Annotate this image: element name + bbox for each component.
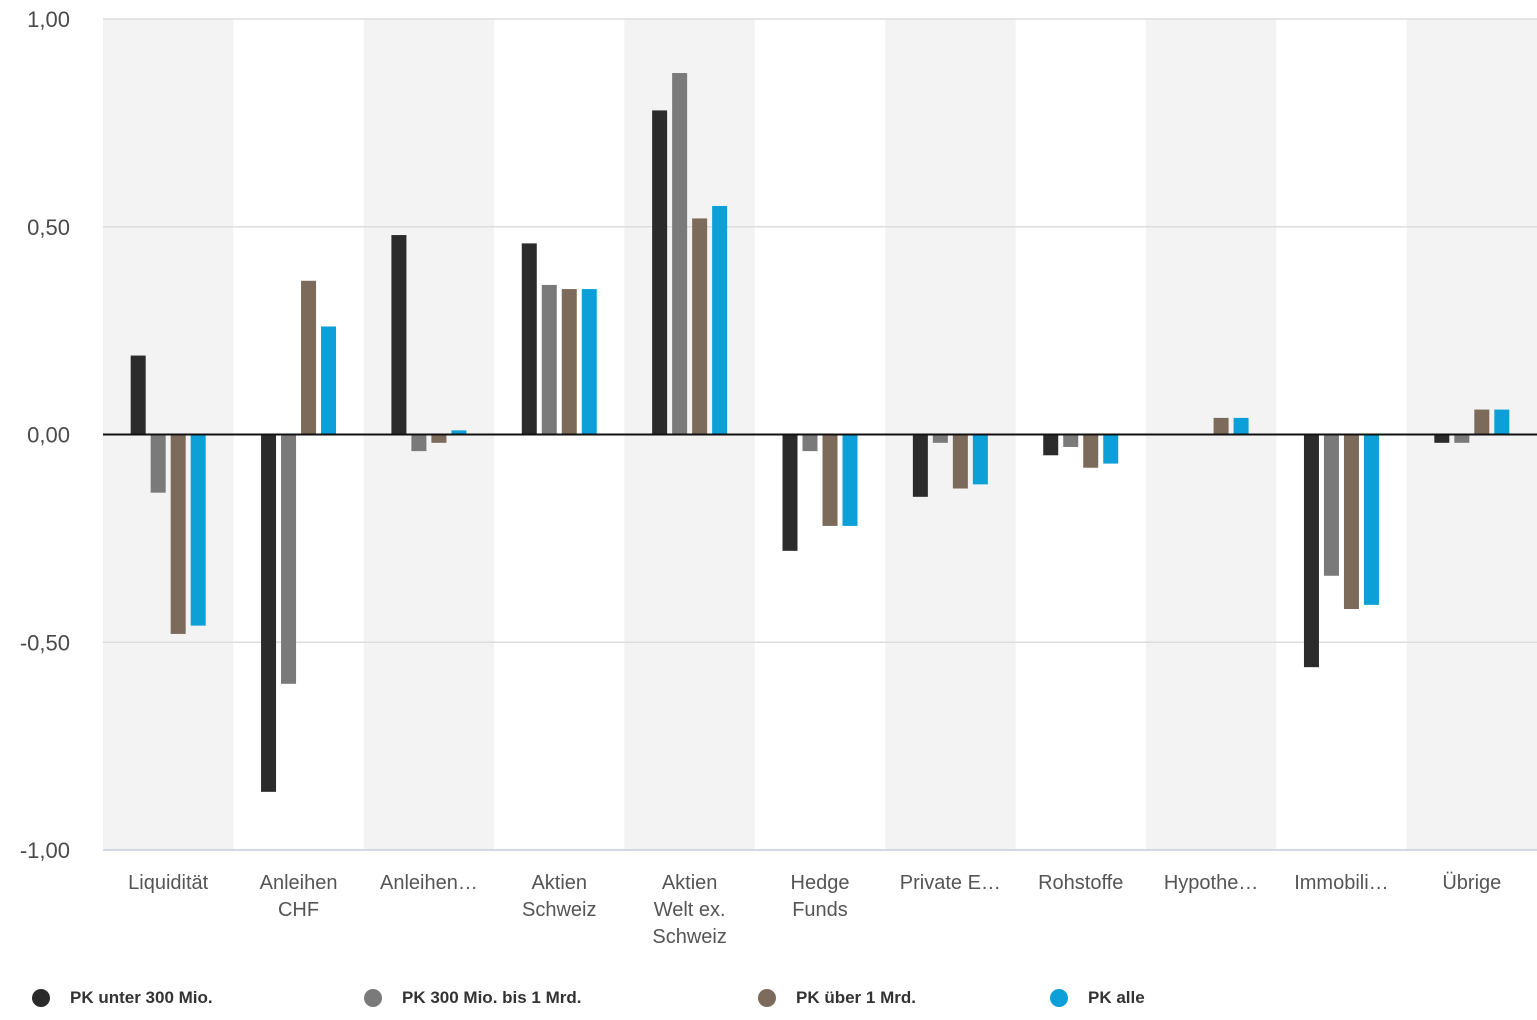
bar <box>1494 409 1510 435</box>
bar <box>1213 417 1229 435</box>
legend-label: PK über 1 Mrd. <box>796 988 916 1007</box>
bar <box>972 434 988 485</box>
bar <box>321 326 337 435</box>
bar <box>261 434 277 792</box>
x-tick-label: Anleihen… <box>380 872 478 894</box>
bar <box>842 434 858 526</box>
bar <box>1343 434 1359 610</box>
y-tick-label: -1,00 <box>20 838 70 863</box>
x-tick-label: Rohstoffe <box>1038 872 1123 894</box>
x-tick-label: Aktien <box>531 872 587 894</box>
bar <box>521 243 537 435</box>
bar <box>561 289 577 435</box>
bar <box>822 434 838 526</box>
x-tick-label: Übrige <box>1442 872 1501 894</box>
bar <box>431 434 447 443</box>
bar <box>411 434 427 452</box>
bar <box>1233 417 1249 435</box>
y-tick-label: 0,00 <box>27 423 70 448</box>
x-tick-label: Immobili… <box>1294 872 1388 894</box>
bar <box>301 280 317 435</box>
bar <box>1103 434 1119 464</box>
bar <box>672 73 688 435</box>
bar <box>652 110 668 435</box>
bar <box>541 284 557 435</box>
x-tick-label: Schweiz <box>652 926 726 948</box>
bar <box>581 289 597 435</box>
bar <box>1063 434 1079 447</box>
x-tick-label: Private E… <box>900 872 1001 894</box>
chart-area: 1,00 0,50 0,00 -0,50 -1,00 Liquidität Anleihen… <box>20 7 1537 948</box>
legend: PK unter 300 Mio. PK 300 Mio. bis 1 Mrd.… <box>0 988 1537 1020</box>
bar <box>952 434 968 489</box>
legend-item-pk-ueber-1mrd[interactable]: PK über 1 Mrd. <box>758 988 916 1008</box>
bar <box>1083 434 1099 468</box>
x-tick-label: CHF <box>278 899 319 921</box>
bar <box>802 434 818 452</box>
bar <box>1043 434 1059 456</box>
x-tick-label: Hypothe… <box>1164 872 1259 894</box>
bar <box>1434 434 1450 443</box>
bar <box>1323 434 1339 576</box>
legend-label: PK alle <box>1088 988 1145 1007</box>
bar <box>150 434 166 493</box>
bar <box>1363 434 1379 605</box>
bar-chart: 1,00 0,50 0,00 -0,50 -1,00 Liquidität Anleihen… <box>20 7 1537 948</box>
legend-label: PK 300 Mio. bis 1 Mrd. <box>402 988 582 1007</box>
bar <box>912 434 928 497</box>
x-tick-label: Schweiz <box>522 899 596 921</box>
legend-dot-icon <box>1050 989 1068 1007</box>
bar <box>170 434 186 634</box>
y-tick-label: -0,50 <box>20 630 70 655</box>
y-tick-label: 1,00 <box>27 7 70 32</box>
legend-item-pk-alle[interactable]: PK alle <box>1050 988 1145 1008</box>
x-tick-label: Welt ex. <box>654 899 726 921</box>
bar <box>281 434 297 684</box>
legend-dot-icon <box>364 989 382 1007</box>
bar <box>1303 434 1319 668</box>
x-tick-label: Anleihen <box>260 872 338 894</box>
bar <box>782 434 798 551</box>
x-tick-label: Hedge <box>791 872 850 894</box>
legend-label: PK unter 300 Mio. <box>70 988 213 1007</box>
y-tick-label: 0,50 <box>27 215 70 240</box>
bar <box>451 430 467 435</box>
bar <box>692 218 708 435</box>
legend-dot-icon <box>758 989 776 1007</box>
legend-item-pk-300-bis-1mrd[interactable]: PK 300 Mio. bis 1 Mrd. <box>364 988 582 1008</box>
bar <box>190 434 206 626</box>
x-tick-label: Liquidität <box>128 872 209 894</box>
bar <box>130 355 146 435</box>
legend-dot-icon <box>32 989 50 1007</box>
bar <box>932 434 948 443</box>
bar <box>391 235 407 435</box>
bar <box>1454 434 1470 443</box>
x-tick-label: Aktien <box>662 872 718 894</box>
x-tick-label: Funds <box>792 899 848 921</box>
bar <box>712 205 728 435</box>
bar <box>1474 409 1490 435</box>
legend-item-pk-unter-300[interactable]: PK unter 300 Mio. <box>32 988 213 1008</box>
